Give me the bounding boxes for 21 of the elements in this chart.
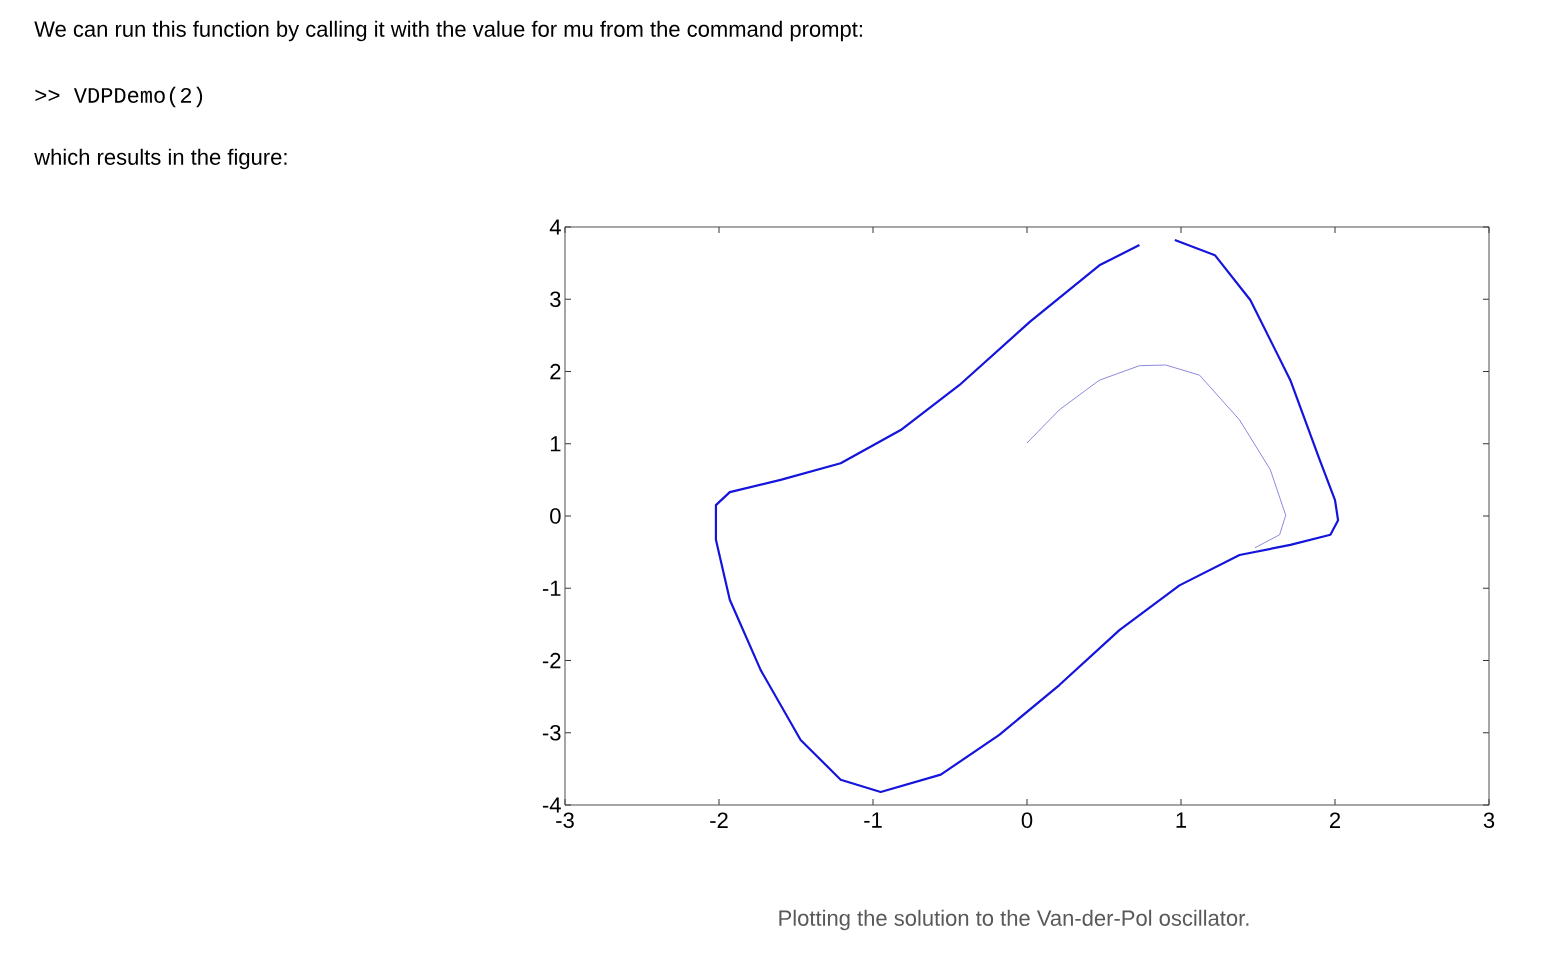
y-tick-label: -2 <box>542 652 561 669</box>
y-tick-label: -1 <box>542 580 561 596</box>
x-tick-label: 1 <box>1176 812 1187 828</box>
text: We can run this function by calling it with the value for mu from the command prompt: <box>34 20 862 42</box>
y-tick-label: -4 <box>542 797 561 813</box>
y-tick-label: 2 <box>550 363 561 380</box>
y-tick-label: -3 <box>542 724 561 741</box>
text: Plotting the solution to the Van-der-Pol oscillator. <box>779 909 1249 931</box>
text: which results in the figure: <box>34 148 287 170</box>
x-tick-label: 2 <box>1330 812 1341 828</box>
y-tick-label: 4 <box>549 219 561 235</box>
y-tick-label: 0 <box>550 508 561 524</box>
x-tick-label: -2 <box>710 812 728 828</box>
x-tick-label: 3 <box>1483 812 1495 829</box>
y-tick-label: 3 <box>550 291 561 308</box>
line-series <box>714 238 1340 794</box>
line-series <box>1026 364 1287 549</box>
x-tick-label: -1 <box>864 812 882 828</box>
text: >> VDPDemo(2) <box>35 86 203 108</box>
y-tick-label: 1 <box>550 436 561 452</box>
x-tick-label: 0 <box>1021 812 1033 829</box>
